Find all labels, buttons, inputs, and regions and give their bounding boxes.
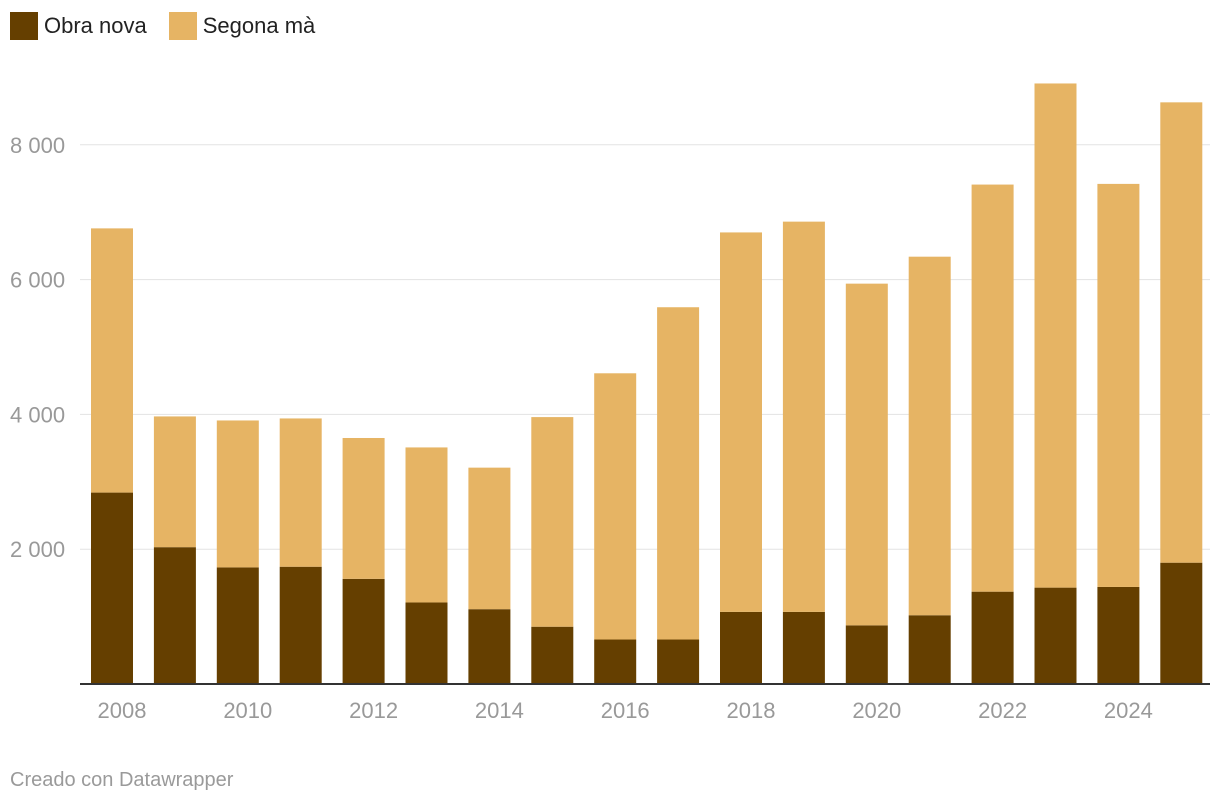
legend-swatch-obra-nova	[10, 12, 38, 40]
x-tick-label: 2022	[978, 698, 1027, 723]
y-tick-label: 2 000	[10, 537, 65, 562]
y-tick-label: 8 000	[10, 133, 65, 158]
bar-obra-nova-2016	[594, 639, 637, 684]
y-tick-label: 4 000	[10, 402, 65, 427]
bar-segona-ma-2022	[971, 184, 1014, 592]
x-tick-label: 2016	[601, 698, 650, 723]
bar-obra-nova-2015	[531, 626, 574, 684]
footer-credit: Creado con Datawrapper	[10, 769, 234, 791]
bar-obra-nova-2014	[468, 609, 511, 684]
bar-obra-nova-2022	[971, 591, 1014, 684]
legend-label-obra-nova: Obra nova	[44, 13, 147, 38]
bar-segona-ma-2020	[845, 283, 888, 626]
bar-chart: 2 000 4 000 6 000 8 000 2008 2010 2012 2014 2016…	[10, 83, 1210, 723]
bar-segona-ma-2019	[782, 221, 825, 612]
bar-obra-nova-2013	[405, 602, 448, 684]
bar-segona-ma-2016	[594, 373, 637, 640]
bar-obra-nova-2018	[720, 611, 762, 684]
bar-segona-ma-2017	[657, 307, 700, 640]
chart-legend: Obra nova Segona mà	[10, 12, 337, 40]
bar-segona-ma-2021	[908, 256, 951, 616]
bar-obra-nova-2008	[91, 492, 133, 684]
bar-obra-nova-2011	[279, 566, 322, 684]
bar-segona-ma-2018	[720, 232, 762, 612]
x-tick-label: 2012	[349, 698, 398, 723]
bar-obra-nova-2025	[1160, 562, 1203, 684]
bar-obra-nova-2009	[153, 547, 196, 684]
bar-obra-nova-2010	[216, 567, 259, 684]
bar-segona-ma-2025	[1160, 102, 1203, 563]
bar-segona-ma-2015	[531, 417, 574, 627]
bar-obra-nova-2021	[908, 615, 951, 684]
bar-segona-ma-2010	[216, 420, 259, 568]
legend-label-segona-ma: Segona mà	[202, 13, 316, 38]
bar-obra-nova-2023	[1034, 587, 1077, 684]
bar-obra-nova-2019	[782, 611, 825, 684]
x-tick-label: 2014	[475, 698, 524, 723]
bar-segona-ma-2023	[1034, 83, 1077, 588]
bar-segona-ma-2024	[1097, 183, 1140, 587]
bar-obra-nova-2012	[342, 578, 385, 684]
legend-swatch-segona-ma	[168, 12, 197, 40]
x-tick-label: 2018	[727, 698, 776, 723]
legend-item-segona-ma: Segona mà	[168, 12, 316, 40]
x-tick-label: 2008	[98, 698, 147, 723]
bar-segona-ma-2014	[468, 467, 511, 610]
bar-segona-ma-2013	[405, 447, 448, 603]
y-tick-label: 6 000	[10, 268, 65, 293]
legend-item-obra-nova: Obra nova	[10, 12, 147, 40]
bar-segona-ma-2011	[279, 418, 322, 567]
bar-obra-nova-2020	[845, 625, 888, 684]
bar-segona-ma-2012	[342, 437, 385, 579]
bar-obra-nova-2024	[1097, 586, 1140, 684]
x-tick-label: 2024	[1104, 698, 1153, 723]
x-tick-label: 2010	[223, 698, 272, 723]
x-tick-label: 2020	[852, 698, 901, 723]
bar-segona-ma-2009	[153, 416, 196, 548]
bar-obra-nova-2017	[657, 639, 700, 684]
bar-segona-ma-2008	[91, 228, 133, 493]
